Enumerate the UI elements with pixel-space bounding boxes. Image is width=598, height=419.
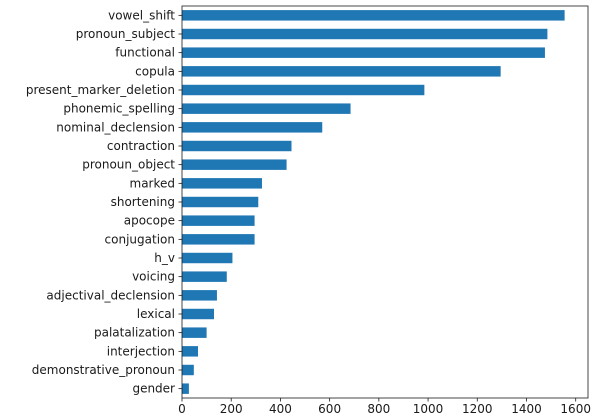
x-ticks-group: 0 200 400 600 800 1000 1200 1400 1600	[178, 398, 591, 416]
bar-interjection	[182, 346, 198, 357]
y-tick-label-pronoun_object: pronoun_object	[82, 158, 175, 172]
x-tick-label-0: 0	[178, 402, 186, 416]
bar-gender	[182, 383, 189, 394]
bar-present_marker_deletion	[182, 84, 425, 96]
bar-voicing	[182, 271, 227, 282]
y-tick-label-pronoun_subject: pronoun_subject	[76, 27, 176, 41]
bar-lexical	[182, 308, 214, 320]
plot-frame	[181, 5, 589, 399]
y-tick-label-copula: copula	[135, 64, 175, 78]
bars-group	[182, 10, 565, 394]
y-tick-label-conjugation: conjugation	[105, 232, 175, 246]
x-tick-label-1600: 1600	[560, 402, 591, 416]
y-tick-label-nominal_declension: nominal_declension	[56, 120, 175, 134]
bar-adjectival_declension	[182, 290, 217, 301]
y-tick-label-vowel_shift: vowel_shift	[108, 8, 175, 22]
bar-functional	[182, 47, 545, 58]
y-tick-label-shortening: shortening	[111, 195, 175, 209]
bar-conjugation	[182, 234, 255, 245]
y-tick-label-voicing: voicing	[132, 270, 175, 284]
x-tick-label-1400: 1400	[511, 402, 542, 416]
y-tick-label-palatalization: palatalization	[94, 326, 175, 340]
x-tick-label-1200: 1200	[462, 402, 493, 416]
bar-apocope	[182, 215, 255, 226]
y-tick-label-h_v: h_v	[154, 251, 175, 265]
bar-vowel_shift	[182, 10, 565, 21]
bar-palatalization	[182, 327, 207, 338]
category-labels-group: vowel_shift pronoun_subject functional copu…	[26, 8, 182, 396]
y-tick-label-phonemic_spelling: phonemic_spelling	[63, 102, 175, 116]
bar-pronoun_subject	[182, 28, 548, 40]
x-tick-label-1000: 1000	[413, 402, 444, 416]
bar-marked	[182, 178, 262, 189]
y-tick-label-functional: functional	[115, 46, 175, 60]
x-tick-label-600: 600	[318, 402, 341, 416]
y-tick-label-gender: gender	[132, 382, 175, 396]
y-tick-label-apocope: apocope	[124, 214, 175, 228]
y-tick-label-interjection: interjection	[107, 344, 175, 358]
y-tick-label-lexical: lexical	[137, 307, 175, 321]
bar-shortening	[182, 196, 259, 208]
x-tick-label-400: 400	[269, 402, 292, 416]
bar-pronoun_object	[182, 159, 287, 170]
y-tick-label-demonstrative_pronoun: demonstrative_pronoun	[32, 363, 175, 377]
bar-h_v	[182, 252, 233, 264]
bar-nominal_declension	[182, 122, 323, 133]
x-tick-label-200: 200	[220, 402, 243, 416]
y-tick-label-marked: marked	[130, 176, 176, 190]
y-tick-label-present_marker_deletion: present_marker_deletion	[26, 83, 175, 97]
bar-phonemic_spelling	[182, 103, 351, 114]
bar-copula	[182, 66, 501, 77]
bar-contraction	[182, 140, 292, 152]
y-tick-label-adjectival_declension: adjectival_declension	[46, 288, 175, 302]
axes-frame	[181, 5, 589, 399]
bar-demonstrative_pronoun	[182, 364, 194, 376]
x-tick-label-800: 800	[367, 402, 390, 416]
y-tick-label-contraction: contraction	[107, 139, 175, 153]
